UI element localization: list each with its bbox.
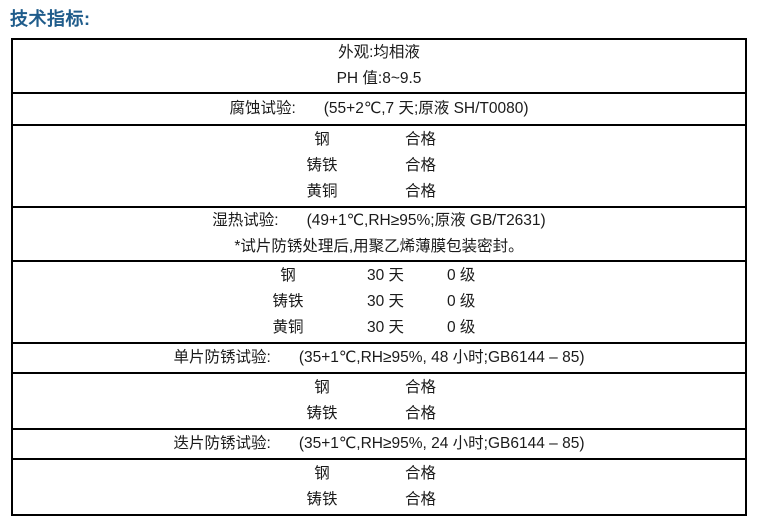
result-line: 钢 30 天 0 级	[13, 263, 745, 289]
damp-heat-test-label: 湿热试验:	[212, 212, 279, 229]
result-line: 钢 合格	[13, 375, 745, 401]
single-strip-test-conditions: (35+1℃,RH≥95%, 48 小时;GB6144 – 85)	[298, 349, 585, 366]
test-result: 合格	[405, 157, 437, 174]
row-corrosion-header: 腐蚀试验: (55+2℃,7 天;原液 SH/T0080)	[13, 92, 745, 124]
test-result: 合格	[405, 405, 437, 422]
damp-heat-note: *试片防锈处理后,用聚乙烯薄膜包装密封。	[234, 238, 524, 255]
test-result: 0 级	[447, 319, 476, 336]
single-strip-test-label: 单片防锈试验:	[173, 349, 271, 366]
result-line: 铸铁 合格	[13, 401, 745, 427]
row-damp-heat-results: 钢 30 天 0 级 铸铁 30 天 0 级 黄铜 30 天 0 级	[13, 260, 745, 342]
result-line: 黄铜 合格	[13, 179, 745, 205]
test-result: 0 级	[447, 267, 476, 284]
metal-name: 黄铜	[272, 319, 304, 336]
corrosion-test-conditions: (55+2℃,7 天;原液 SH/T0080)	[323, 100, 529, 117]
test-result: 合格	[405, 131, 437, 148]
metal-name: 铸铁	[306, 491, 338, 508]
appearance-value: 外观:均相液	[338, 44, 420, 61]
stacked-strip-test-label: 迭片防锈试验:	[173, 435, 271, 452]
row-appearance: 外观:均相液 PH 值:8~9.5	[13, 40, 745, 92]
ph-value: PH 值:8~9.5	[336, 70, 422, 87]
page-title: 技术指标:	[10, 9, 91, 29]
result-line: 钢 合格	[13, 127, 745, 153]
result-line: 黄铜 30 天 0 级	[13, 315, 745, 341]
metal-name: 铸铁	[306, 405, 338, 422]
test-duration: 30 天	[367, 293, 405, 310]
corrosion-test-label: 腐蚀试验:	[229, 100, 296, 117]
test-result: 0 级	[447, 293, 476, 310]
test-result: 合格	[405, 465, 437, 482]
test-result: 合格	[405, 491, 437, 508]
metal-name: 钢	[280, 267, 296, 284]
result-line: 钢 合格	[13, 461, 745, 487]
test-duration: 30 天	[367, 319, 405, 336]
test-result: 合格	[405, 183, 437, 200]
row-corrosion-results: 钢合格 铸铁 合格 黄铜 合格	[13, 124, 745, 206]
row-stacked-strip-results: 钢合格 铸铁 合格	[13, 458, 745, 514]
row-stacked-strip-header: 迭片防锈试验: (35+1℃,RH≥95%, 24 小时;GB6144 – 85)	[13, 428, 745, 458]
metal-name: 黄铜	[306, 183, 338, 200]
stacked-strip-test-conditions: (35+1℃,RH≥95%, 24 小时;GB6144 – 85)	[298, 435, 585, 452]
result-line: 铸铁 合格	[13, 487, 745, 513]
metal-name: 钢	[314, 131, 330, 148]
metal-name: 钢	[314, 465, 330, 482]
row-damp-heat-header: 湿热试验: (49+1℃,RH≥95%;原液 GB/T2631) *试片防锈处理后…	[13, 206, 745, 260]
metal-name: 铸铁	[272, 293, 304, 310]
spec-table: 外观:均相液 PH 值:8~9.5 腐蚀试验: (55+2℃,7 天;原液 SH/…	[11, 38, 747, 516]
test-result: 合格	[405, 379, 437, 396]
row-single-strip-header: 单片防锈试验: (35+1℃,RH≥95%, 48 小时;GB6144 – 85)	[13, 342, 745, 372]
result-line: 铸铁 30 天 0 级	[13, 289, 745, 315]
result-line: 铸铁 合格	[13, 153, 745, 179]
test-duration: 30 天	[367, 267, 405, 284]
damp-heat-test-conditions: (49+1℃,RH≥95%;原液 GB/T2631)	[306, 212, 546, 229]
metal-name: 钢	[314, 379, 330, 396]
metal-name: 铸铁	[306, 157, 338, 174]
row-single-strip-results: 钢合格 铸铁 合格	[13, 372, 745, 428]
